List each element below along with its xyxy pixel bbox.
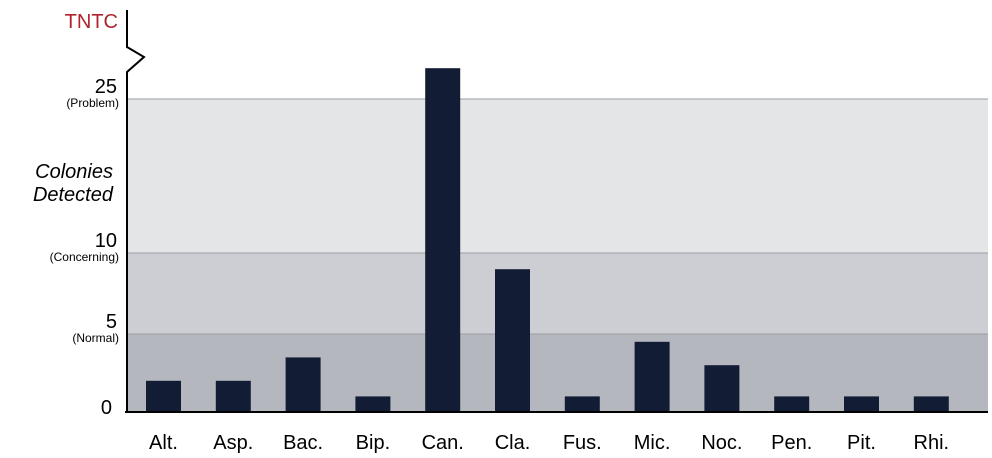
y-axis-label-line-1: Colonies	[35, 161, 113, 183]
bar-rhi	[913, 396, 949, 412]
band-1	[127, 253, 988, 334]
x-tick-label: Alt.	[149, 432, 178, 454]
x-tick-label: Can.	[422, 432, 464, 454]
x-tick-label: Cla.	[495, 432, 531, 454]
x-tick-label: Pen.	[771, 432, 812, 454]
bar-alt	[146, 380, 181, 412]
bar-pen	[774, 396, 810, 412]
bar-noc	[704, 365, 740, 412]
y-tick-labels: 0 5(Normal) 10(Concerning) 25(Problem)	[50, 76, 119, 419]
y-break-label: TNTC	[65, 11, 118, 33]
x-tick-label: Rhi.	[914, 432, 950, 454]
x-tick-label: Bip.	[356, 432, 390, 454]
bar-bip	[355, 396, 391, 412]
y-tick-sublabel: (Problem)	[66, 96, 119, 110]
bar-mic	[634, 341, 670, 412]
x-tick-labels: Alt. Asp. Bac. Bip. Can. Cla. Fus. Mic. Noc. Pen.…	[149, 432, 949, 454]
x-tick-label: Fus.	[563, 432, 602, 454]
y-tick-label: 10	[95, 230, 117, 252]
bar-fus	[564, 396, 600, 412]
bar-bac	[285, 357, 321, 412]
y-axis-line-with-break	[126, 10, 146, 413]
bars	[146, 68, 949, 412]
bar-can	[425, 68, 461, 412]
x-tick-label: Mic.	[634, 432, 671, 454]
y-axis-label-line-2: Detected	[33, 184, 114, 206]
x-tick-label: Noc.	[701, 432, 742, 454]
threshold-lines	[127, 98, 988, 335]
x-tick-label: Pit.	[847, 432, 876, 454]
band-2	[127, 99, 988, 253]
y-tick-label: 5	[106, 311, 117, 333]
axes	[125, 10, 988, 413]
y-tick-sublabel: (Concerning)	[50, 250, 119, 264]
y-tick-label: 25	[95, 76, 117, 98]
bar-pit	[844, 396, 879, 412]
bar-cla	[495, 269, 530, 412]
threshold-bands	[127, 99, 988, 412]
bar-asp	[215, 380, 251, 412]
y-tick-sublabel: (Normal)	[72, 331, 119, 345]
y-tick-label: 0	[101, 397, 112, 419]
x-tick-label: Bac.	[283, 432, 323, 454]
x-tick-label: Asp.	[213, 432, 253, 454]
